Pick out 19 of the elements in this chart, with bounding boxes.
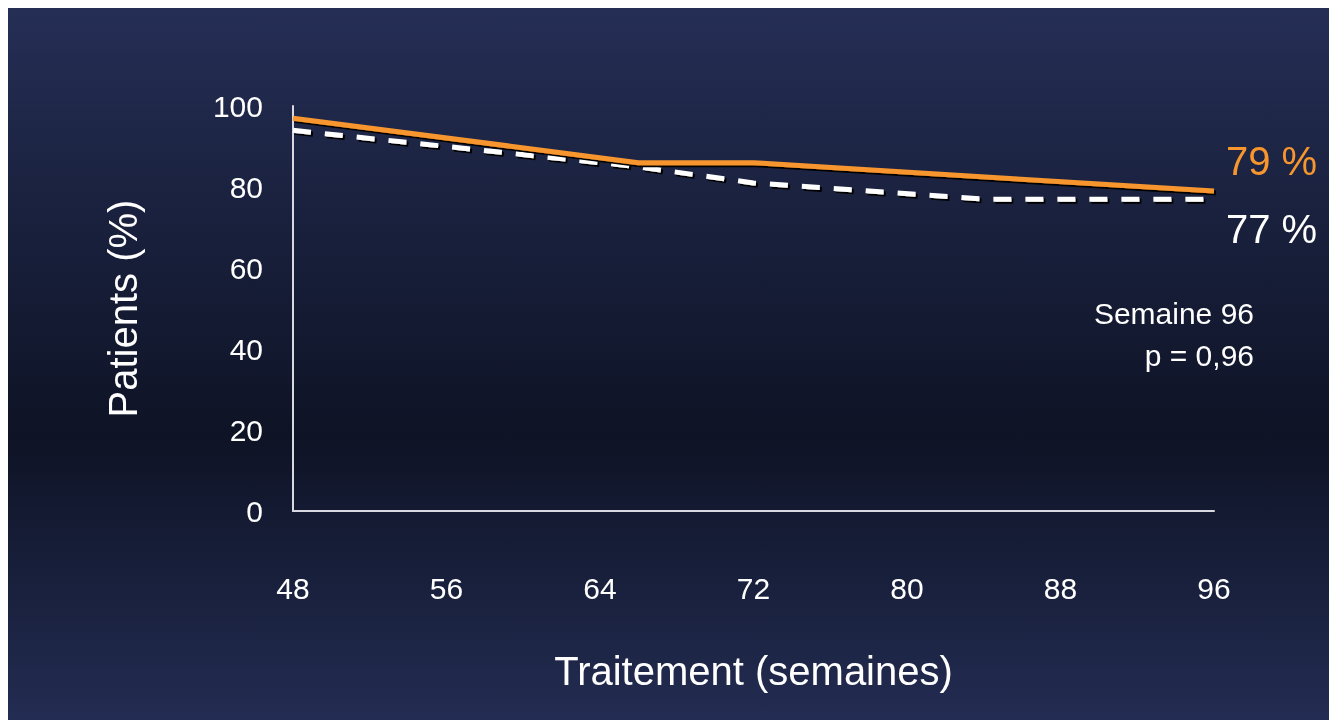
x-tick-label: 80 [890,571,924,605]
y-tick-label: 20 [229,413,263,447]
y-tick-label: 80 [229,170,263,204]
annotation: p = 0,96 [1144,338,1254,372]
y-tick-label: 60 [229,251,263,285]
x-tick-label: 56 [429,571,464,605]
annotation: Semaine 96 [1093,296,1254,330]
y-tick-label: 100 [212,89,263,123]
y-axis-title: Patients (%) [101,199,145,418]
x-axis-title: Traitement (semaines) [554,649,953,693]
x-tick-label: 48 [276,571,310,605]
y-tick-label: 40 [229,332,263,366]
y-tick-label: 0 [246,494,263,528]
x-tick-label: 88 [1043,571,1078,605]
annotation: 79 % [1226,139,1318,184]
x-tick-label: 72 [736,571,771,605]
x-tick-label: 96 [1197,571,1231,605]
x-tick-label: 64 [583,571,617,605]
annotation: 77 % [1226,207,1318,252]
